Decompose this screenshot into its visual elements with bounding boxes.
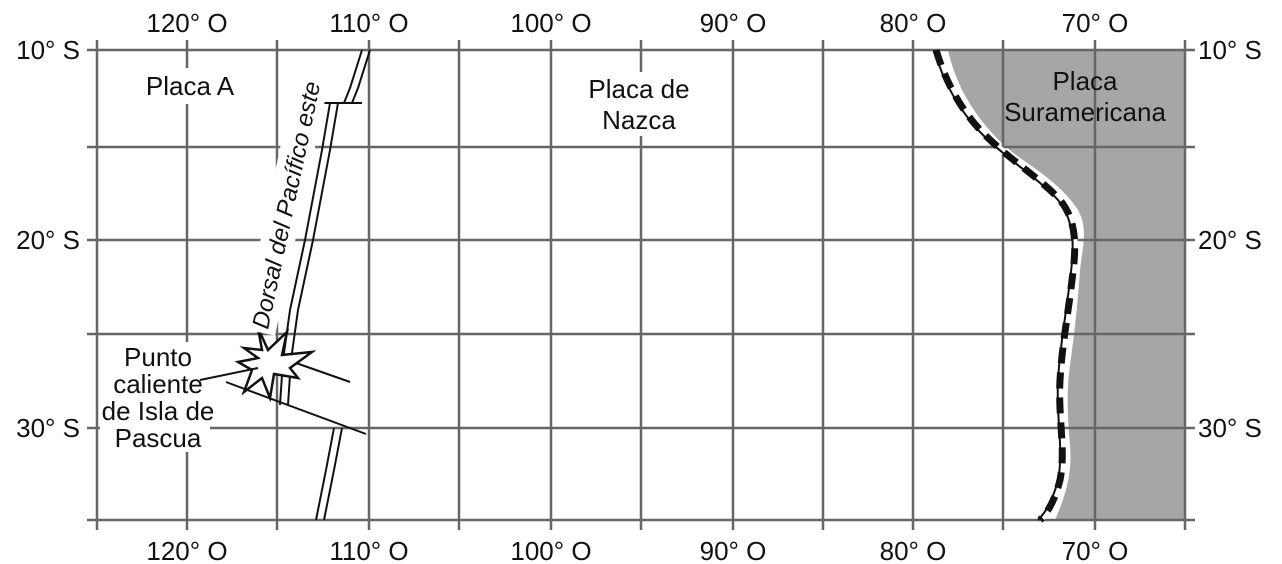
ridge-label-group: Dorsal del Pacífico este [241,64,332,336]
lon-label-80-top: 80° O [880,8,947,38]
lat-label-10-left: 10° S [16,35,80,65]
south-american-label-line2: Suramericana [1004,97,1166,127]
hotspot-leader-line [199,367,259,381]
lat-label-30-left: 30° S [16,413,80,443]
latitude-labels-right: 10° S 20° S 30° S [1198,35,1262,443]
lat-label-20-left: 20° S [16,225,80,255]
latitude-labels-left: 10° S 20° S 30° S [16,35,80,443]
lat-label-20-right: 20° S [1198,225,1262,255]
nazca-label-bg [570,72,706,136]
lon-label-70-bottom: 70° O [1062,536,1129,564]
lon-label-100-bottom: 100° O [510,536,591,564]
hotspot-label-line1: Punto [124,342,192,372]
subduction-trench [932,48,1079,523]
lon-label-80-bottom: 80° O [880,536,947,564]
longitude-labels-top: 120° O 110° O 100° O 90° O 80° O 70° O [146,8,1128,38]
lon-label-70-top: 70° O [1062,8,1129,38]
plate-a-label-bg [132,68,244,104]
hotspot-star-icon [234,327,317,403]
south-american-continent [948,50,1185,520]
lon-label-90-bottom: 90° O [700,536,767,564]
lon-label-100-top: 100° O [510,8,591,38]
longitude-grid [95,40,1187,530]
lon-label-110-bottom: 110° O [329,536,408,564]
hotspot-label-line2: caliente [113,369,203,399]
lon-label-120-top: 120° O [146,8,227,38]
south-american-label-line1: Placa [1052,66,1118,96]
lat-label-30-right: 30° S [1198,413,1262,443]
hotspot-label-line3: de Isla de [102,396,215,426]
ridge-label-bg [241,64,332,336]
latitude-grid [87,48,1195,522]
plate-a-label: Placa A [146,71,235,101]
hotspot-label-bg [100,342,210,452]
lat-label-10-right: 10° S [1198,35,1262,65]
coastline-thin [933,49,1074,521]
nazca-label-line1: Placa de [588,74,689,104]
lon-label-110-top: 110° O [329,8,408,38]
lon-label-120-bottom: 120° O [146,536,227,564]
nazca-label-line2: Nazca [602,105,676,135]
lon-label-90-top: 90° O [700,8,767,38]
hotspot-label-line4: Pascua [115,423,202,453]
longitude-labels-bottom: 120° O 110° O 100° O 90° O 80° O 70° O [146,536,1128,564]
